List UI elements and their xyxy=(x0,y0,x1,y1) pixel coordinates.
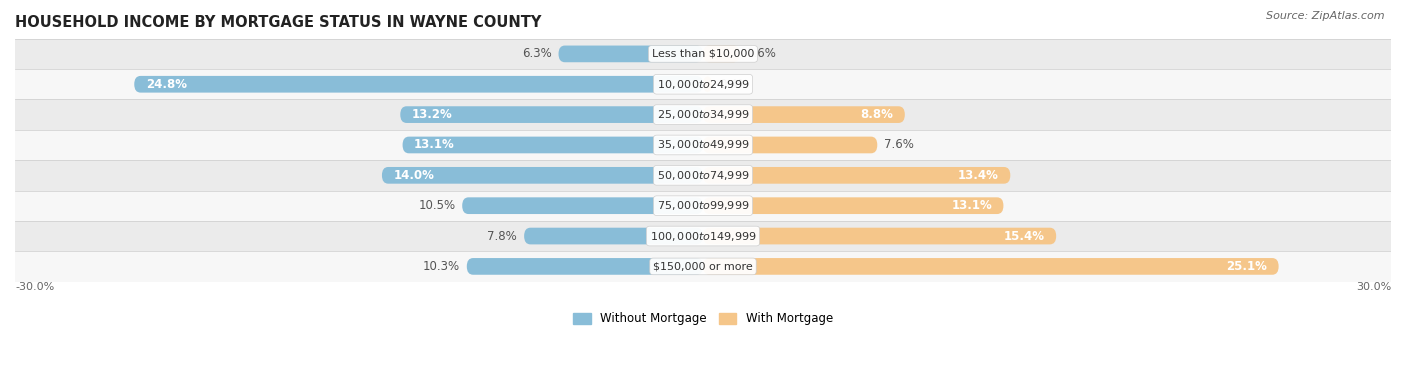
Text: $10,000 to $24,999: $10,000 to $24,999 xyxy=(657,78,749,91)
FancyBboxPatch shape xyxy=(703,167,1011,184)
FancyBboxPatch shape xyxy=(467,258,703,275)
Text: $50,000 to $74,999: $50,000 to $74,999 xyxy=(657,169,749,182)
Text: 7.8%: 7.8% xyxy=(488,229,517,243)
Text: $100,000 to $149,999: $100,000 to $149,999 xyxy=(650,229,756,243)
Text: Source: ZipAtlas.com: Source: ZipAtlas.com xyxy=(1267,11,1385,21)
FancyBboxPatch shape xyxy=(463,197,703,214)
Text: $150,000 or more: $150,000 or more xyxy=(654,262,752,271)
Text: 15.4%: 15.4% xyxy=(1004,229,1045,243)
FancyBboxPatch shape xyxy=(703,106,905,123)
Text: Less than $10,000: Less than $10,000 xyxy=(652,49,754,59)
Bar xyxy=(15,221,1391,251)
Text: $75,000 to $99,999: $75,000 to $99,999 xyxy=(657,199,749,212)
Text: 6.3%: 6.3% xyxy=(522,47,551,60)
Bar xyxy=(15,160,1391,191)
Text: 30.0%: 30.0% xyxy=(1355,282,1391,292)
FancyBboxPatch shape xyxy=(558,45,703,62)
Text: 10.3%: 10.3% xyxy=(423,260,460,273)
Text: 10.5%: 10.5% xyxy=(418,199,456,212)
Text: $35,000 to $49,999: $35,000 to $49,999 xyxy=(657,138,749,152)
Bar xyxy=(15,191,1391,221)
FancyBboxPatch shape xyxy=(703,258,1278,275)
Text: 0.4%: 0.4% xyxy=(718,78,749,91)
Legend: Without Mortgage, With Mortgage: Without Mortgage, With Mortgage xyxy=(568,308,838,330)
FancyBboxPatch shape xyxy=(382,167,703,184)
Text: 13.1%: 13.1% xyxy=(413,138,454,152)
FancyBboxPatch shape xyxy=(703,197,1004,214)
Text: -30.0%: -30.0% xyxy=(15,282,55,292)
Text: 8.8%: 8.8% xyxy=(860,108,893,121)
Text: 24.8%: 24.8% xyxy=(146,78,187,91)
FancyBboxPatch shape xyxy=(703,136,877,153)
Text: 25.1%: 25.1% xyxy=(1226,260,1267,273)
Bar xyxy=(15,130,1391,160)
Text: 14.0%: 14.0% xyxy=(394,169,434,182)
FancyBboxPatch shape xyxy=(703,76,713,93)
Text: 13.2%: 13.2% xyxy=(412,108,453,121)
FancyBboxPatch shape xyxy=(401,106,703,123)
FancyBboxPatch shape xyxy=(402,136,703,153)
Text: 7.6%: 7.6% xyxy=(884,138,914,152)
FancyBboxPatch shape xyxy=(134,76,703,93)
Text: 13.4%: 13.4% xyxy=(957,169,998,182)
FancyBboxPatch shape xyxy=(703,228,1056,245)
Bar xyxy=(15,99,1391,130)
Text: $25,000 to $34,999: $25,000 to $34,999 xyxy=(657,108,749,121)
FancyBboxPatch shape xyxy=(703,45,740,62)
FancyBboxPatch shape xyxy=(524,228,703,245)
Bar xyxy=(15,39,1391,69)
Text: 1.6%: 1.6% xyxy=(747,47,776,60)
Bar xyxy=(15,251,1391,282)
Text: 13.1%: 13.1% xyxy=(952,199,993,212)
Bar xyxy=(15,69,1391,99)
Text: HOUSEHOLD INCOME BY MORTGAGE STATUS IN WAYNE COUNTY: HOUSEHOLD INCOME BY MORTGAGE STATUS IN W… xyxy=(15,15,541,30)
